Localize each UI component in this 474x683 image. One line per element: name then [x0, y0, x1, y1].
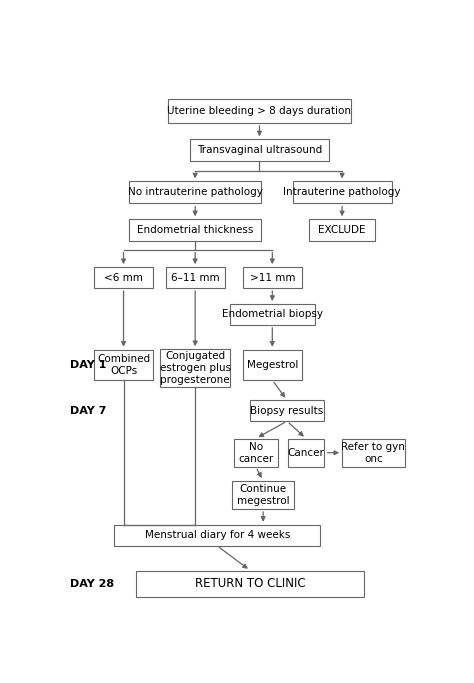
Text: Menstrual diary for 4 weeks: Menstrual diary for 4 weeks: [145, 530, 290, 540]
FancyBboxPatch shape: [160, 349, 230, 387]
Text: <6 mm: <6 mm: [104, 273, 143, 283]
FancyBboxPatch shape: [292, 182, 392, 204]
Text: DAY 28: DAY 28: [70, 579, 114, 589]
FancyBboxPatch shape: [230, 304, 315, 325]
FancyBboxPatch shape: [243, 267, 301, 288]
FancyBboxPatch shape: [129, 219, 261, 241]
Text: No
cancer: No cancer: [238, 442, 273, 464]
Text: No intrauterine pathology: No intrauterine pathology: [128, 187, 263, 197]
FancyBboxPatch shape: [94, 267, 153, 288]
Text: Cancer: Cancer: [288, 448, 325, 458]
Text: EXCLUDE: EXCLUDE: [319, 225, 366, 235]
Text: Biopsy results: Biopsy results: [250, 406, 324, 416]
Text: Refer to gyn
onc: Refer to gyn onc: [341, 442, 405, 464]
FancyBboxPatch shape: [114, 525, 320, 546]
FancyBboxPatch shape: [166, 267, 225, 288]
FancyBboxPatch shape: [250, 400, 324, 421]
Text: Transvaginal ultrasound: Transvaginal ultrasound: [197, 145, 322, 155]
Text: Megestrol: Megestrol: [246, 360, 298, 370]
FancyBboxPatch shape: [309, 219, 375, 241]
FancyBboxPatch shape: [243, 350, 301, 380]
Text: DAY 7: DAY 7: [70, 406, 107, 416]
Text: Uterine bleeding > 8 days duration: Uterine bleeding > 8 days duration: [167, 106, 351, 116]
Text: 6–11 mm: 6–11 mm: [171, 273, 219, 283]
FancyBboxPatch shape: [190, 139, 329, 161]
Text: Intrauterine pathology: Intrauterine pathology: [283, 187, 401, 197]
Text: DAY 1: DAY 1: [70, 360, 107, 370]
Text: RETURN TO CLINIC: RETURN TO CLINIC: [195, 577, 306, 590]
FancyBboxPatch shape: [137, 570, 364, 597]
FancyBboxPatch shape: [168, 99, 351, 123]
FancyBboxPatch shape: [342, 438, 405, 467]
FancyBboxPatch shape: [129, 182, 261, 204]
Text: Combined
OCPs: Combined OCPs: [97, 354, 150, 376]
FancyBboxPatch shape: [94, 350, 153, 380]
Text: Conjugated
estrogen plus
progesterone: Conjugated estrogen plus progesterone: [160, 352, 231, 385]
Text: >11 mm: >11 mm: [250, 273, 295, 283]
FancyBboxPatch shape: [232, 481, 294, 509]
Text: Endometrial thickness: Endometrial thickness: [137, 225, 254, 235]
Text: Endometrial biopsy: Endometrial biopsy: [222, 309, 323, 320]
FancyBboxPatch shape: [288, 438, 325, 467]
Text: Continue
megestrol: Continue megestrol: [237, 484, 290, 505]
FancyBboxPatch shape: [234, 438, 278, 467]
